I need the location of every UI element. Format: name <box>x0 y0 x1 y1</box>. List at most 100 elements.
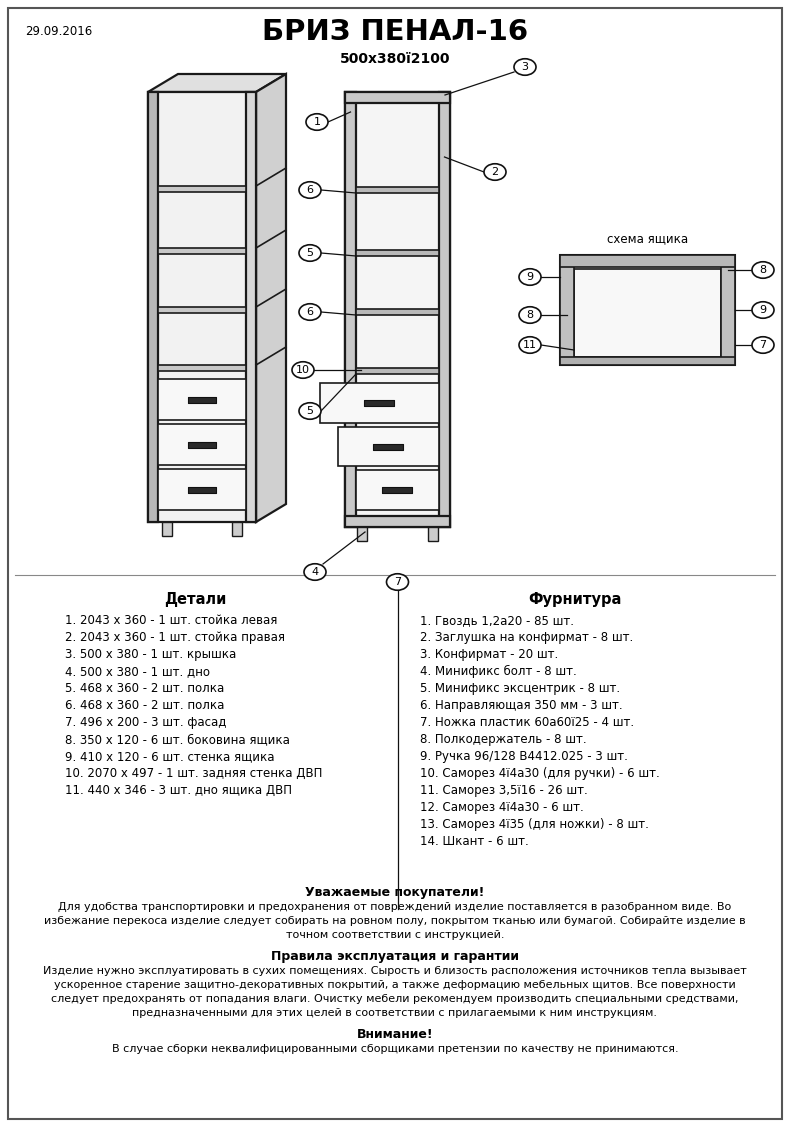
Text: 5: 5 <box>307 248 314 258</box>
Bar <box>246 92 256 522</box>
Bar <box>356 250 439 256</box>
Text: 3. 500 х 380 - 1 шт. крышка: 3. 500 х 380 - 1 шт. крышка <box>65 648 236 662</box>
Text: 3: 3 <box>521 62 529 72</box>
Text: 11. 440 х 346 - 3 шт. дно ящика ДВП: 11. 440 х 346 - 3 шт. дно ящика ДВП <box>65 784 292 797</box>
Bar <box>345 92 356 527</box>
Bar <box>356 309 439 316</box>
Text: 4: 4 <box>311 567 318 577</box>
Bar <box>373 444 403 450</box>
Text: 6. Направляющая 350 мм - 3 шт.: 6. Направляющая 350 мм - 3 шт. <box>420 699 623 712</box>
Text: 9. 410 х 120 - 6 шт. стенка ящика: 9. 410 х 120 - 6 шт. стенка ящика <box>65 749 274 763</box>
Text: Для удобства транспортировки и предохранения от повреждений изделие поставляется: Для удобства транспортировки и предохран… <box>58 902 732 912</box>
Text: 9: 9 <box>526 272 533 282</box>
Text: 5. 468 х 360 - 2 шт. полка: 5. 468 х 360 - 2 шт. полка <box>65 682 224 695</box>
Bar <box>338 427 439 467</box>
Text: 7. 496 х 200 - 3 шт. фасад: 7. 496 х 200 - 3 шт. фасад <box>65 716 227 729</box>
Text: Правила эксплуатация и гарантии: Правила эксплуатация и гарантии <box>271 950 519 962</box>
Text: 10: 10 <box>296 365 310 375</box>
Bar <box>345 92 450 527</box>
Text: 5. Минификс эксцентрик - 8 шт.: 5. Минификс эксцентрик - 8 шт. <box>420 682 620 695</box>
Polygon shape <box>256 74 286 522</box>
Text: схема ящика: схема ящика <box>607 232 688 245</box>
Text: 7. Ножка пластик 60а60ї25 - 4 шт.: 7. Ножка пластик 60а60ї25 - 4 шт. <box>420 716 634 729</box>
Text: 9. Ручка 96/128 В4412.025 - 3 шт.: 9. Ручка 96/128 В4412.025 - 3 шт. <box>420 749 628 763</box>
Text: БРИЗ ПЕНАЛ-16: БРИЗ ПЕНАЛ-16 <box>262 18 528 46</box>
Ellipse shape <box>519 268 541 285</box>
Bar <box>356 369 439 374</box>
Text: 8: 8 <box>526 310 533 320</box>
Text: 7: 7 <box>394 577 401 587</box>
Ellipse shape <box>386 574 408 591</box>
Bar <box>356 470 439 511</box>
Ellipse shape <box>304 564 326 580</box>
Text: точном соответствии с инструкцией.: точном соответствии с инструкцией. <box>286 930 504 940</box>
Text: 1. 2043 х 360 - 1 шт. стойка левая: 1. 2043 х 360 - 1 шт. стойка левая <box>65 614 277 627</box>
Bar <box>364 400 394 406</box>
Bar <box>345 92 450 103</box>
Text: 1. Гвоздь 1,2а20 - 85 шт.: 1. Гвоздь 1,2а20 - 85 шт. <box>420 614 574 627</box>
Ellipse shape <box>519 337 541 353</box>
Text: 6. 468 х 360 - 2 шт. полка: 6. 468 х 360 - 2 шт. полка <box>65 699 224 712</box>
Bar <box>574 269 721 357</box>
Ellipse shape <box>514 59 536 76</box>
Bar <box>356 187 439 193</box>
Text: 10. Саморез 4ї4а30 (для ручки) - 6 шт.: 10. Саморез 4ї4а30 (для ручки) - 6 шт. <box>420 767 660 780</box>
Bar <box>560 255 735 267</box>
Ellipse shape <box>299 304 321 320</box>
Ellipse shape <box>292 362 314 379</box>
Ellipse shape <box>752 302 774 318</box>
Text: 10. 2070 х 497 - 1 шт. задняя стенка ДВП: 10. 2070 х 497 - 1 шт. задняя стенка ДВП <box>65 767 322 780</box>
Bar <box>188 442 216 447</box>
Bar <box>560 255 735 365</box>
Text: 7: 7 <box>759 340 766 350</box>
Bar <box>158 469 246 511</box>
Bar <box>188 397 216 402</box>
Text: Уважаемые покупатели!: Уважаемые покупатели! <box>305 886 485 899</box>
Bar <box>158 186 246 192</box>
Text: 2: 2 <box>491 167 498 177</box>
Text: 29.09.2016: 29.09.2016 <box>25 25 92 38</box>
Ellipse shape <box>299 245 321 261</box>
Text: 11: 11 <box>523 340 537 350</box>
Text: 2. 2043 х 360 - 1 шт. стойка правая: 2. 2043 х 360 - 1 шт. стойка правая <box>65 631 285 644</box>
Bar <box>158 365 246 371</box>
Polygon shape <box>148 92 256 522</box>
Ellipse shape <box>519 307 541 323</box>
Bar <box>439 92 450 527</box>
Bar <box>721 255 735 365</box>
Bar <box>158 424 246 465</box>
Bar <box>357 527 367 541</box>
Text: Детали: Детали <box>164 592 226 607</box>
Bar <box>560 357 735 365</box>
Bar <box>158 248 246 254</box>
Text: 14. Шкант - 6 шт.: 14. Шкант - 6 шт. <box>420 835 529 848</box>
Text: 6: 6 <box>307 307 314 317</box>
Ellipse shape <box>306 114 328 131</box>
Text: предназначенными для этих целей в соответствии с прилагаемыми к ним инструкциям.: предназначенными для этих целей в соотве… <box>133 1008 657 1018</box>
Bar <box>188 487 216 492</box>
Text: 13. Саморез 4ї35 (для ножки) - 8 шт.: 13. Саморез 4ї35 (для ножки) - 8 шт. <box>420 818 649 831</box>
Ellipse shape <box>299 181 321 198</box>
Bar <box>232 522 242 536</box>
Text: В случае сборки неквалифицированными сборщиками претензии по качеству не принима: В случае сборки неквалифицированными сбо… <box>111 1044 679 1054</box>
Text: 9: 9 <box>759 305 766 316</box>
Text: ускоренное старение защитно-декоративных покрытий, а также деформацию мебельных : ускоренное старение защитно-декоративных… <box>55 980 735 990</box>
Text: 4. Минификс болт - 8 шт.: 4. Минификс болт - 8 шт. <box>420 665 577 678</box>
Ellipse shape <box>484 163 506 180</box>
Text: Фурнитура: Фурнитура <box>529 592 622 607</box>
Text: Внимание!: Внимание! <box>357 1028 433 1041</box>
Text: 8: 8 <box>759 265 766 275</box>
Bar <box>428 527 438 541</box>
Text: 5: 5 <box>307 406 314 416</box>
Text: избежание перекоса изделие следует собирать на ровном полу, покрытом тканью или : избежание перекоса изделие следует собир… <box>44 916 746 926</box>
Bar <box>158 307 246 313</box>
Text: 2. Заглушка на конфирмат - 8 шт.: 2. Заглушка на конфирмат - 8 шт. <box>420 631 634 644</box>
Text: Изделие нужно эксплуатировать в сухих помещениях. Сырость и близость расположени: Изделие нужно эксплуатировать в сухих по… <box>43 966 747 976</box>
Text: 3. Конфирмат - 20 шт.: 3. Конфирмат - 20 шт. <box>420 648 559 662</box>
Bar <box>382 487 412 494</box>
Ellipse shape <box>752 261 774 278</box>
Text: 11. Саморез 3,5ї16 - 26 шт.: 11. Саморез 3,5ї16 - 26 шт. <box>420 784 588 797</box>
Bar <box>148 92 158 522</box>
Text: 4. 500 х 380 - 1 шт. дно: 4. 500 х 380 - 1 шт. дно <box>65 665 210 678</box>
Text: следует предохранять от попадания влаги. Очистку мебели рекомендуем производить : следует предохранять от попадания влаги.… <box>51 994 739 1004</box>
